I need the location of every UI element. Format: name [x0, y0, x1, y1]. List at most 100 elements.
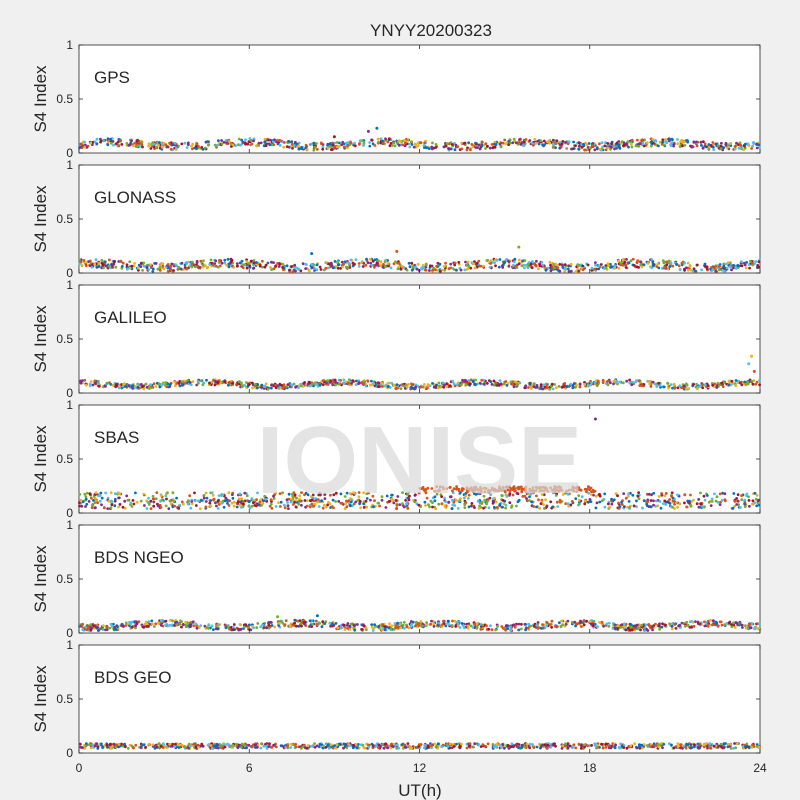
data-point: [455, 268, 458, 272]
data-point: [197, 380, 200, 383]
data-point: [246, 142, 250, 146]
data-point: [191, 262, 194, 266]
data-point: [125, 494, 129, 498]
data-point: [467, 505, 471, 509]
data-point: [339, 626, 343, 630]
data-point: [260, 385, 263, 389]
data-point: [94, 491, 98, 495]
data-point: [308, 624, 312, 628]
data-point: [278, 262, 282, 266]
data-point: [114, 265, 118, 269]
data-point: [312, 148, 316, 152]
panel-label: BDS NGEO: [94, 548, 184, 567]
data-point: [738, 141, 742, 145]
data-point: [714, 269, 718, 273]
data-point: [91, 383, 95, 387]
data-point: [447, 267, 451, 271]
data-point: [594, 261, 597, 264]
data-point: [339, 267, 342, 270]
data-point: [331, 383, 335, 387]
data-point: [530, 262, 533, 266]
data-point: [132, 144, 135, 148]
data-point: [369, 261, 373, 265]
data-point: [654, 499, 658, 503]
data-point: [689, 268, 693, 272]
data-point: [661, 259, 665, 262]
data-point: [241, 141, 245, 144]
data-point: [370, 138, 373, 142]
data-point: [612, 379, 616, 383]
data-point: [159, 506, 163, 509]
data-point: [464, 383, 468, 387]
data-point: [545, 621, 549, 624]
data-point: [695, 263, 699, 267]
data-point: [408, 265, 412, 269]
data-point: [732, 492, 736, 495]
data-point: [240, 497, 244, 501]
data-point: [110, 500, 114, 504]
data-point: [534, 141, 538, 145]
data-point: [149, 263, 152, 266]
data-point: [403, 144, 407, 148]
data-point: [675, 501, 678, 505]
data-point: [97, 265, 101, 268]
data-point: [676, 493, 679, 497]
data-point: [661, 266, 664, 270]
data-point: [346, 141, 350, 145]
data-point: [349, 258, 353, 262]
data-point: [740, 498, 744, 501]
data-point: [511, 141, 515, 145]
data-point: [563, 384, 567, 388]
data-point: [593, 148, 597, 152]
data-point: [600, 499, 604, 503]
data-point: [558, 146, 562, 150]
data-point: [671, 505, 674, 509]
data-point: [405, 268, 409, 272]
data-point: [168, 499, 172, 503]
data-point: [555, 139, 559, 143]
data-point: [220, 142, 224, 146]
data-point: [345, 624, 349, 627]
data-point: [254, 382, 257, 386]
data-point: [362, 382, 366, 385]
data-point: [558, 140, 562, 144]
data-point: [538, 264, 542, 268]
data-point: [727, 383, 731, 387]
data-point: [550, 382, 554, 386]
data-point: [658, 500, 662, 503]
data-point: [368, 257, 372, 261]
data-point: [223, 258, 227, 262]
data-point: [707, 147, 711, 151]
data-point: [89, 628, 93, 632]
spike-point: [310, 252, 314, 256]
data-point: [490, 143, 494, 146]
data-point: [392, 141, 396, 145]
data-point: [389, 628, 393, 631]
data-point: [512, 263, 515, 267]
data-point: [669, 143, 672, 147]
data-point: [241, 266, 245, 270]
axes-box: [78, 524, 761, 634]
data-point: [342, 378, 346, 382]
data-point: [396, 386, 400, 390]
data-point: [390, 624, 394, 628]
data-point: [604, 148, 608, 152]
data-point: [577, 144, 581, 148]
data-point: [110, 141, 113, 145]
data-point: [686, 623, 690, 627]
data-point: [100, 261, 104, 265]
data-point: [348, 143, 352, 147]
data-point: [78, 501, 81, 505]
data-point: [113, 504, 117, 508]
data-point: [396, 621, 399, 625]
data-point: [392, 383, 396, 387]
data-point: [154, 262, 158, 265]
data-point: [522, 144, 525, 148]
data-point: [755, 504, 759, 508]
data-point: [560, 142, 564, 146]
data-point: [463, 379, 467, 383]
data-point: [213, 383, 217, 387]
data-point: [118, 492, 122, 496]
data-point: [177, 382, 181, 385]
